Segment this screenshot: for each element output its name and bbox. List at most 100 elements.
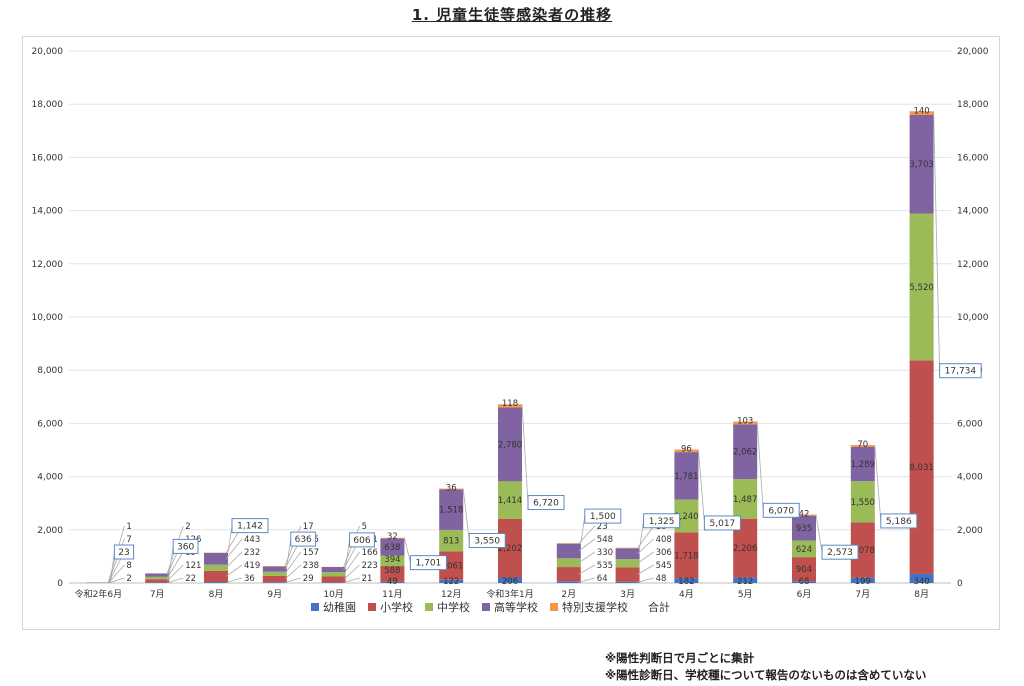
total-label: 1,325 — [649, 517, 675, 527]
bar-segment — [733, 577, 758, 583]
total-label: 23 — [118, 548, 129, 558]
bar-segment — [850, 445, 875, 447]
leader-line — [933, 111, 940, 371]
y-tick-label-left: 4,000 — [37, 473, 63, 483]
total-label: 1,142 — [237, 522, 263, 532]
leader-line — [637, 538, 654, 554]
bar-segment — [321, 576, 346, 583]
bar-segment — [321, 567, 346, 573]
data-label: 548 — [597, 535, 613, 545]
legend-swatch — [311, 603, 319, 611]
data-label: 2,206 — [733, 544, 757, 554]
total-label: 6,720 — [533, 499, 559, 509]
y-tick-label-right: 12,000 — [957, 260, 989, 270]
bar-segment — [792, 515, 816, 541]
data-label: 638 — [384, 543, 400, 553]
bar-segment — [498, 518, 522, 578]
y-tick-label-right: 16,000 — [957, 153, 989, 163]
leader-line — [108, 577, 125, 584]
x-tick-label: 8月 — [914, 589, 929, 600]
x-tick-label: 8月 — [209, 589, 224, 600]
y-tick-label-left: 6,000 — [37, 419, 63, 429]
legend-label: 合計 — [648, 600, 670, 614]
bar-segment — [556, 567, 581, 582]
bar-segment — [792, 540, 816, 558]
legend-label: 小学校 — [380, 600, 413, 614]
data-label: 2,062 — [733, 448, 757, 458]
data-label: 904 — [796, 565, 812, 575]
bar-segment — [674, 532, 699, 579]
bar-segment — [145, 582, 170, 583]
y-tick-label-right: 14,000 — [957, 207, 989, 217]
leader-line — [637, 577, 654, 583]
legend-label: 中学校 — [437, 600, 470, 614]
bar-segment — [380, 537, 405, 539]
data-label: 21 — [362, 574, 373, 584]
bar-segment — [498, 481, 522, 519]
bar-segment — [439, 488, 464, 490]
bar-segment — [145, 576, 170, 580]
leader-line — [462, 488, 470, 541]
leader-line — [166, 564, 184, 582]
total-label: 1,500 — [590, 512, 616, 522]
data-label: 2,078 — [851, 546, 875, 556]
leader-line — [874, 445, 882, 521]
bar-segment — [556, 543, 581, 544]
leader-line — [225, 551, 243, 569]
x-tick-label: 3月 — [620, 589, 635, 600]
y-tick-label-left: 10,000 — [32, 313, 64, 323]
leader-line — [521, 404, 529, 503]
data-label: 1,518 — [439, 506, 463, 516]
bar-segment — [615, 559, 640, 568]
data-label: 8,031 — [909, 463, 933, 473]
leader-line — [815, 514, 823, 553]
leader-line — [284, 577, 301, 583]
data-label: 1,061 — [439, 562, 463, 572]
bar-segment — [850, 577, 875, 583]
leader-line — [698, 449, 705, 523]
bar-segment — [556, 581, 581, 583]
legend-label: 特別支援学校 — [562, 600, 628, 614]
leader-line — [227, 525, 233, 553]
y-tick-label-right: 2,000 — [957, 526, 983, 536]
bar-segment — [204, 570, 228, 583]
total-box — [703, 515, 741, 531]
total-box — [113, 544, 135, 560]
leader-line — [343, 551, 360, 575]
bar-segment — [556, 558, 581, 568]
total-label: 5,017 — [710, 519, 736, 529]
leader-line — [286, 539, 292, 567]
data-label: 2,202 — [498, 544, 522, 554]
total-box — [584, 508, 622, 524]
bar-segment — [792, 581, 816, 583]
y-tick-label-left: 8,000 — [37, 366, 63, 376]
bar-segment — [145, 579, 170, 583]
y-tick-label-left: 2,000 — [37, 526, 63, 536]
y-tick-label-right: 10,000 — [957, 313, 989, 323]
legend-label: 高等学校 — [494, 600, 538, 614]
bar-segment — [380, 555, 405, 567]
x-tick-label: 4月 — [679, 589, 694, 600]
total-box — [939, 363, 982, 379]
bar-segment — [262, 566, 287, 572]
x-tick-label: 2月 — [561, 589, 576, 600]
bar-segment — [204, 552, 228, 565]
legend-swatch — [425, 603, 433, 611]
bar-segment — [498, 577, 522, 583]
x-tick-label: 10月 — [323, 589, 343, 600]
data-label: 2,780 — [498, 440, 522, 450]
data-label: 42 — [799, 510, 810, 520]
total-label: 2,573 — [827, 548, 853, 558]
x-tick-label: 11月 — [382, 589, 402, 600]
bar-segment — [321, 572, 346, 577]
y-tick-label-right: 6,000 — [957, 419, 983, 429]
chart-plot: 0 0 2,000 2,000 4,000 4,000 6,000 6,000 8,000 8,0… — [32, 47, 989, 614]
bar-segment — [556, 543, 581, 559]
bar-segment — [850, 481, 875, 523]
chart-title: 1. 児童生徒等感染者の推移 — [411, 6, 613, 24]
leader-line — [578, 577, 595, 583]
bar-segment — [380, 538, 405, 556]
data-label: 103 — [737, 417, 753, 427]
data-label: 166 — [362, 548, 378, 558]
data-label: 2 — [126, 574, 131, 584]
